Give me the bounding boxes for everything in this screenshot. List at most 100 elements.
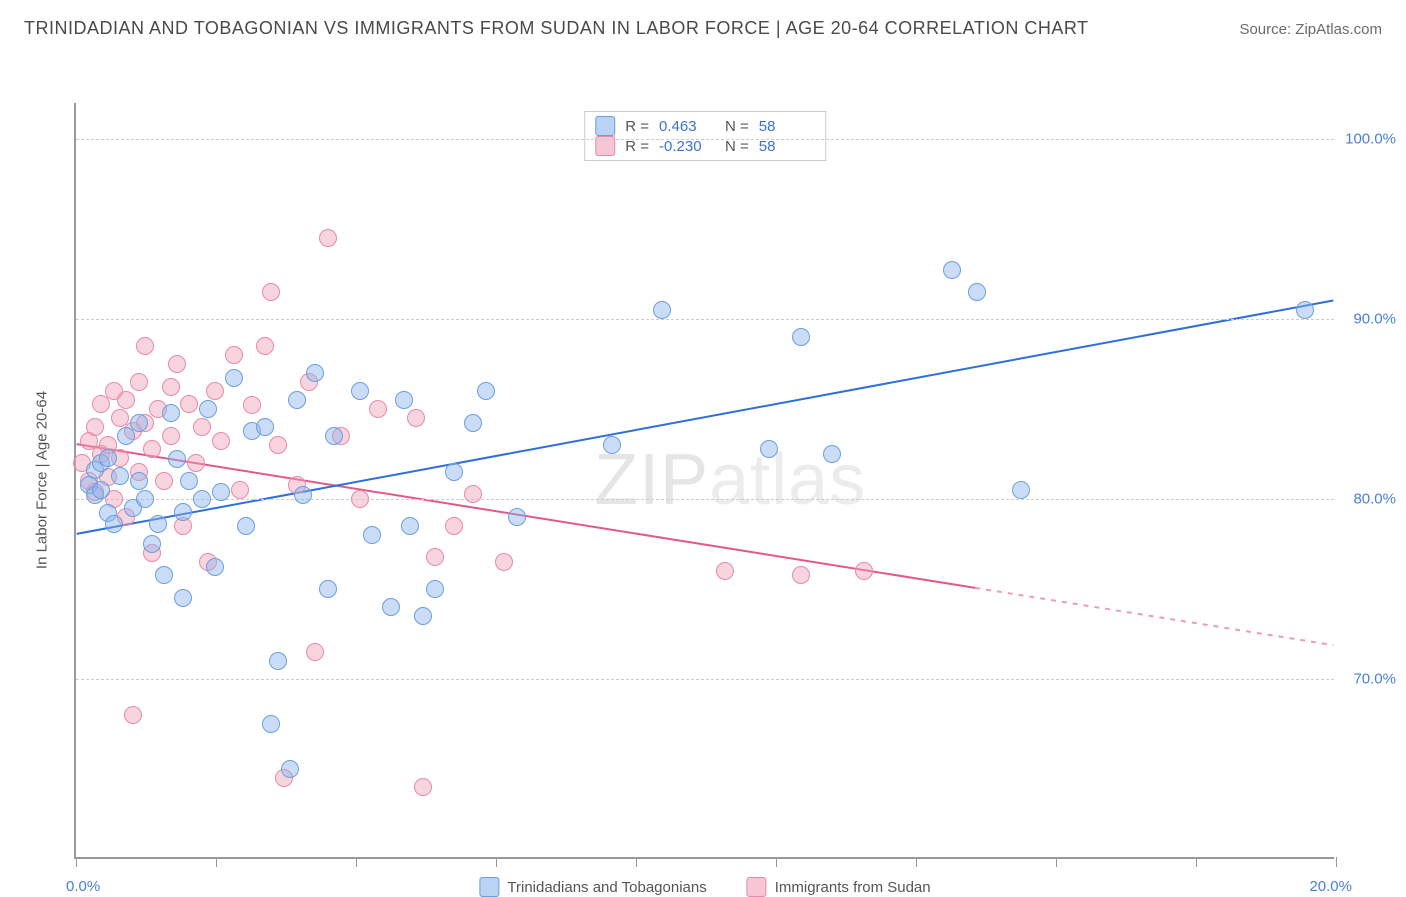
scatter-point: [193, 490, 211, 508]
scatter-point: [792, 566, 810, 584]
r-label: R =: [625, 138, 649, 155]
scatter-point: [225, 369, 243, 387]
scatter-point: [162, 378, 180, 396]
scatter-point: [306, 643, 324, 661]
scatter-point: [111, 467, 129, 485]
x-tick: [76, 857, 77, 867]
scatter-point: [508, 508, 526, 526]
x-tick: [356, 857, 357, 867]
scatter-point: [237, 517, 255, 535]
r-label: R =: [625, 118, 649, 135]
scatter-point: [319, 580, 337, 598]
scatter-point: [136, 337, 154, 355]
scatter-point: [256, 418, 274, 436]
scatter-point: [187, 454, 205, 472]
scatter-point: [603, 436, 621, 454]
scatter-point: [382, 598, 400, 616]
watermark-atlas: atlas: [709, 440, 866, 520]
y-tick-label: 80.0%: [1353, 491, 1396, 508]
blue-n-value: 58: [759, 118, 815, 135]
scatter-point: [99, 449, 117, 467]
blue-r-value: 0.463: [659, 118, 715, 135]
scatter-point: [294, 486, 312, 504]
scatter-point: [256, 337, 274, 355]
scatter-point: [823, 445, 841, 463]
scatter-point: [206, 382, 224, 400]
scatter-point: [495, 553, 513, 571]
scatter-point: [477, 382, 495, 400]
scatter-point: [760, 440, 778, 458]
scatter-point: [716, 562, 734, 580]
x-tick: [1196, 857, 1197, 867]
scatter-point: [401, 517, 419, 535]
scatter-point: [288, 391, 306, 409]
scatter-point: [855, 562, 873, 580]
scatter-point: [155, 566, 173, 584]
source-text: Source: ZipAtlas.com: [1239, 21, 1382, 38]
x-tick: [216, 857, 217, 867]
x-tick: [1056, 857, 1057, 867]
scatter-point: [143, 535, 161, 553]
scatter-point: [124, 706, 142, 724]
legend-blue-label: Trinidadians and Tobagonians: [507, 879, 706, 896]
scatter-point: [199, 400, 217, 418]
scatter-point: [262, 715, 280, 733]
y-tick-label: 100.0%: [1345, 131, 1396, 148]
legend-pink-label: Immigrants from Sudan: [775, 879, 931, 896]
scatter-point: [351, 490, 369, 508]
stat-legend: R = 0.463 N = 58 R = -0.230 N = 58: [584, 111, 826, 161]
scatter-point: [968, 283, 986, 301]
scatter-point: [269, 436, 287, 454]
scatter-point: [281, 760, 299, 778]
scatter-point: [243, 396, 261, 414]
scatter-point: [130, 472, 148, 490]
scatter-point: [943, 261, 961, 279]
scatter-point: [130, 414, 148, 432]
scatter-point: [117, 391, 135, 409]
scatter-point: [86, 418, 104, 436]
stat-row-blue: R = 0.463 N = 58: [595, 116, 815, 136]
x-tick: [636, 857, 637, 867]
chart-title: TRINIDADIAN AND TOBAGONIAN VS IMMIGRANTS…: [24, 18, 1089, 39]
scatter-point: [174, 503, 192, 521]
scatter-point: [149, 515, 167, 533]
trend-lines: [76, 103, 1334, 857]
scatter-point: [325, 427, 343, 445]
scatter-point: [464, 414, 482, 432]
scatter-point: [351, 382, 369, 400]
x-axis-min-label: 0.0%: [66, 878, 100, 895]
scatter-point: [426, 548, 444, 566]
scatter-point: [445, 517, 463, 535]
scatter-point: [105, 515, 123, 533]
scatter-point: [143, 440, 161, 458]
scatter-point: [162, 404, 180, 422]
scatter-point: [174, 589, 192, 607]
scatter-point: [168, 355, 186, 373]
scatter-point: [414, 607, 432, 625]
scatter-point: [369, 400, 387, 418]
scatter-point: [193, 418, 211, 436]
swatch-blue-icon: [479, 877, 499, 897]
x-axis-max-label: 20.0%: [1309, 878, 1352, 895]
scatter-point: [212, 432, 230, 450]
scatter-point: [212, 483, 230, 501]
scatter-point: [306, 364, 324, 382]
scatter-point: [653, 301, 671, 319]
scatter-point: [92, 481, 110, 499]
plot-area: In Labor Force | Age 20-64 0.0% 20.0% ZI…: [74, 103, 1334, 859]
gridline: [76, 679, 1334, 680]
scatter-point: [445, 463, 463, 481]
scatter-point: [180, 395, 198, 413]
scatter-point: [792, 328, 810, 346]
scatter-point: [414, 778, 432, 796]
x-tick: [916, 857, 917, 867]
scatter-point: [130, 373, 148, 391]
gridline: [76, 139, 1334, 140]
y-tick-label: 70.0%: [1353, 671, 1396, 688]
gridline: [76, 499, 1334, 500]
series-legend: Trinidadians and Tobagonians Immigrants …: [479, 877, 930, 897]
scatter-point: [136, 490, 154, 508]
scatter-point: [168, 450, 186, 468]
x-tick: [1336, 857, 1337, 867]
y-axis-title: In Labor Force | Age 20-64: [34, 391, 51, 569]
